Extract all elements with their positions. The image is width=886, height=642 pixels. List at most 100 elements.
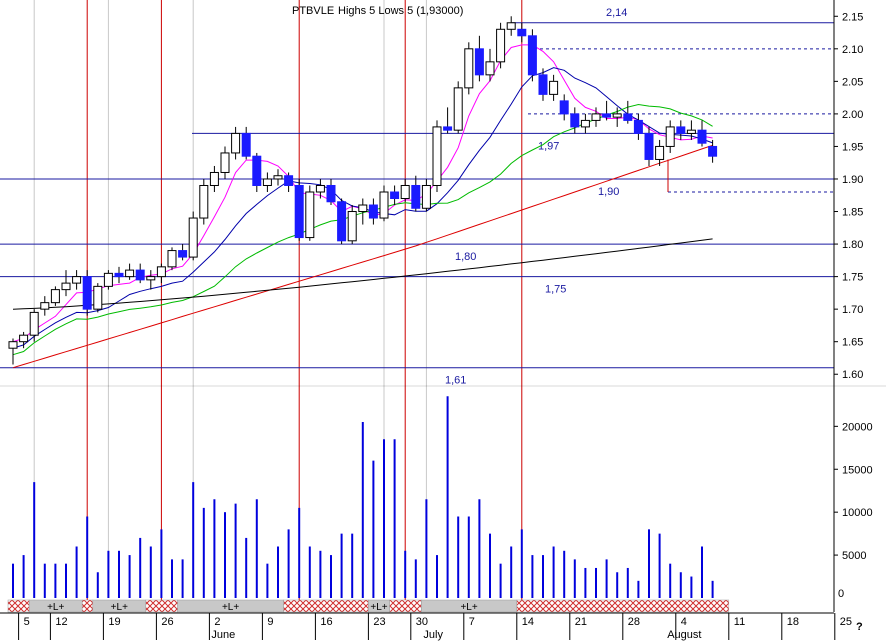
candle-body — [125, 269, 135, 278]
horizontal-levels: 2,14 1,97 1,90 1,80 1,75 1,61 — [0, 7, 834, 387]
date-label: 21 — [575, 616, 587, 628]
date-label: 19 — [108, 616, 120, 628]
candle-body — [633, 119, 643, 134]
candle-body — [273, 175, 283, 180]
candle-body — [591, 113, 601, 121]
chart-title-overlay: Highs 5 Lows 5 (1,93000) — [338, 5, 463, 17]
help-glyph[interactable]: ? — [856, 621, 863, 633]
candle-body — [623, 113, 633, 121]
candle-body — [549, 80, 559, 95]
price-tick-label: 1.60 — [842, 369, 863, 381]
date-label: 12 — [55, 616, 67, 628]
candle-body — [40, 302, 50, 310]
candle-body — [421, 184, 431, 209]
volume-bars — [12, 396, 714, 598]
strip-segment — [516, 599, 730, 613]
candle-body — [390, 191, 400, 200]
candle-body — [464, 48, 474, 89]
candle-body — [474, 48, 484, 76]
candle-body — [602, 113, 612, 118]
month-label: June — [211, 629, 235, 641]
candle-body — [220, 152, 230, 173]
candle-body — [114, 272, 124, 278]
candle-body — [241, 132, 251, 157]
candle-body — [8, 341, 18, 349]
candle-body — [432, 126, 442, 186]
date-label: 5 — [24, 616, 30, 628]
strip-segment — [145, 599, 178, 613]
candle-body — [347, 211, 357, 242]
strip-segment — [7, 599, 30, 613]
strip-label: +L+ — [47, 602, 64, 613]
candle-body — [178, 250, 188, 258]
candle-body — [50, 289, 60, 304]
candle-body — [209, 171, 219, 186]
volume-zero-label: 0 — [838, 588, 844, 600]
candle-body — [315, 184, 325, 193]
candle-body — [358, 204, 368, 213]
candle-body — [665, 126, 675, 147]
month-label: August — [667, 629, 701, 641]
candle-body — [72, 276, 82, 284]
candle-body — [570, 113, 580, 128]
candlesticks — [8, 16, 718, 365]
price-tick-label: 2.15 — [842, 11, 863, 23]
date-label: 4 — [681, 616, 687, 628]
candle-body — [29, 311, 39, 336]
candle-body — [612, 113, 622, 118]
volume-tick-label: 20000 — [842, 421, 873, 433]
candle-body — [82, 276, 92, 310]
candle-body — [496, 28, 506, 63]
price-tick-label: 1.95 — [842, 141, 863, 153]
volume-tick-label: 5000 — [842, 550, 866, 562]
price-tick-label: 2.00 — [842, 109, 863, 121]
volume-tick-label: 10000 — [842, 507, 873, 519]
date-label: 26 — [161, 616, 173, 628]
price-tick-label: 1.85 — [842, 207, 863, 219]
chart-title: PTBVLE — [292, 5, 334, 17]
candle-body — [284, 175, 294, 186]
candle-body — [135, 269, 145, 281]
moving-average-line — [12, 144, 713, 369]
date-label: 18 — [787, 616, 799, 628]
level-label: 1,75 — [545, 284, 566, 296]
candle-body — [655, 145, 665, 160]
candle-body — [400, 184, 410, 200]
strip-segment — [81, 599, 94, 613]
date-label: 11 — [734, 616, 745, 628]
candle-body — [146, 276, 156, 281]
candle-body — [368, 204, 378, 219]
date-label: 7 — [469, 616, 475, 628]
candle-body — [644, 132, 654, 160]
candle-body — [337, 201, 347, 242]
candle-body — [676, 126, 686, 134]
strip-label: +L+ — [222, 602, 239, 613]
volume-tick-label: 15000 — [842, 464, 873, 476]
strip-label: +L+ — [460, 602, 477, 613]
candle-body — [580, 119, 590, 128]
candle-body — [103, 272, 113, 287]
candle-body — [305, 191, 315, 239]
price-tick-label: 2.05 — [842, 76, 863, 88]
level-label: 1,80 — [455, 251, 476, 263]
date-label: 14 — [522, 616, 534, 628]
candle-body — [61, 282, 71, 291]
level-label: 1,90 — [598, 186, 619, 198]
date-label: 25 — [840, 616, 852, 628]
candle-body — [199, 184, 209, 219]
candle-body — [326, 184, 336, 203]
date-label: 2 — [214, 616, 220, 628]
strip-segment — [389, 599, 422, 613]
price-tick-label: 1.70 — [842, 304, 863, 316]
candle-body — [231, 132, 241, 154]
candle-body — [538, 74, 548, 95]
moving-average-line — [12, 238, 713, 310]
candle-body — [697, 129, 707, 144]
price-tick-label: 1.75 — [842, 272, 863, 284]
candle-body — [527, 35, 537, 76]
candle-body — [708, 145, 718, 157]
candle-body — [379, 191, 389, 219]
month-label: July — [423, 629, 443, 641]
